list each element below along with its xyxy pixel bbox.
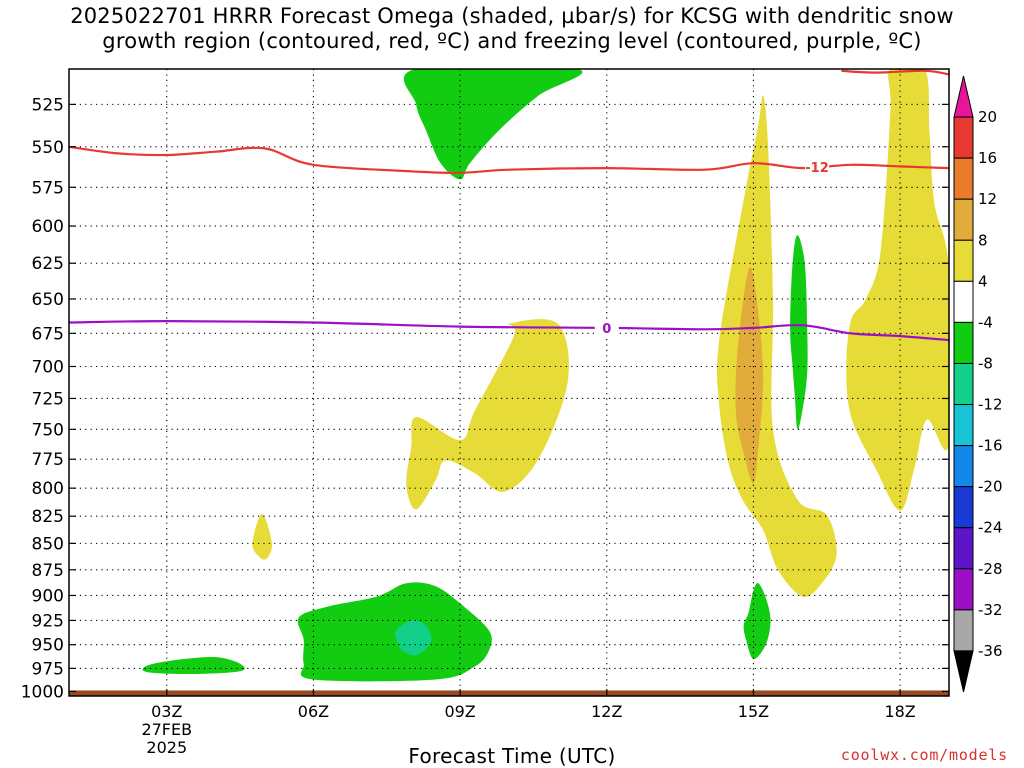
freezing-level-contour-label-bg xyxy=(594,319,619,336)
colorbar-segment-2 xyxy=(953,157,974,200)
colorbar-label--16: -16 xyxy=(978,437,1003,455)
dgz-contour-label-bg xyxy=(805,159,829,176)
ytick-label-650: 650 xyxy=(32,290,64,310)
ytick-label-675: 675 xyxy=(32,324,64,344)
colorbar-label--20: -20 xyxy=(978,478,1003,496)
contour-lines: -12 0 xyxy=(69,69,949,342)
ytick-label-600: 600 xyxy=(32,217,64,237)
colorbar-label--28: -28 xyxy=(978,560,1003,578)
ytick-label-525: 525 xyxy=(32,95,64,115)
shade-neg-low-mid-green xyxy=(297,582,492,682)
xtick-label-15Z: 15Z xyxy=(738,702,769,721)
colorbar-label--24: -24 xyxy=(978,519,1003,537)
xtick-label-09Z: 09Z xyxy=(444,702,475,721)
date-line-1: 27FEB xyxy=(141,720,192,739)
ytick-label-975: 975 xyxy=(32,659,64,679)
colorbar-label--4: -4 xyxy=(978,313,993,331)
shade-pos-15z-tower xyxy=(716,95,837,597)
dgz-contour-label: -12 xyxy=(805,161,829,176)
xtick-label-06Z: 06Z xyxy=(298,702,329,721)
ytick-label-625: 625 xyxy=(32,254,64,274)
colorbar-label-16: 16 xyxy=(978,149,997,167)
ytick-label-575: 575 xyxy=(32,178,64,198)
ytick-label-800: 800 xyxy=(32,479,64,499)
date-line-2: 2025 xyxy=(146,738,187,757)
colorbar-segment-10 xyxy=(953,486,974,529)
watermark-text: coolwx.com/models xyxy=(840,746,1008,764)
shade-pos-15z-orange xyxy=(735,267,764,484)
shade-neg-low-left-green xyxy=(142,656,245,675)
colorbar-label-12: 12 xyxy=(978,190,997,208)
y-axis-ticks: 525 550 575 600 625 650 675 700 725 750 775 800 825 8… xyxy=(21,95,949,702)
freezing-level-contour xyxy=(69,319,949,342)
omega-shading xyxy=(142,69,949,682)
colorbar-label-4: 4 xyxy=(978,272,988,290)
colorbar-segment-6 xyxy=(953,321,974,364)
shade-neg-15z-green xyxy=(743,582,771,660)
ytick-label-700: 700 xyxy=(32,357,64,377)
colorbar-segment-7 xyxy=(953,362,974,406)
xtick-label-12Z: 12Z xyxy=(591,702,622,721)
colorbar-segment-13 xyxy=(953,609,974,652)
ytick-label-950: 950 xyxy=(32,636,64,656)
colorbar-label--12: -12 xyxy=(978,396,1003,414)
shade-pos-small-05z xyxy=(252,514,273,560)
dgz-contour-upper xyxy=(841,69,949,76)
shade-neg-low-mid-teal xyxy=(395,620,432,656)
plot-frame xyxy=(68,68,950,697)
ytick-label-825: 825 xyxy=(32,507,64,527)
colorbar-segment-12 xyxy=(953,568,974,611)
shade-pos-mid-09z xyxy=(406,319,569,510)
colorbar-label-20: 20 xyxy=(978,108,997,126)
colorbar-segment-3 xyxy=(953,198,974,241)
colorbar-top-triangle xyxy=(953,75,974,118)
x-axis-label: Forecast Time (UTC) xyxy=(408,744,616,768)
ytick-label-750: 750 xyxy=(32,420,64,440)
ytick-label-550: 550 xyxy=(32,138,64,158)
colorbar-segment-5 xyxy=(953,280,974,323)
colorbar-label--32: -32 xyxy=(978,601,1003,619)
colorbar-segment-8 xyxy=(953,404,974,447)
xtick-label-03Z: 03Z xyxy=(151,702,182,721)
colorbar-bottom-triangle xyxy=(953,650,974,693)
title-line-2: growth region (contoured, red, ºC) and f… xyxy=(102,29,922,53)
colorbar-segment-11 xyxy=(953,527,974,570)
shade-neg-upper-green xyxy=(403,69,583,180)
ytick-label-900: 900 xyxy=(32,586,64,606)
ytick-label-1000: 1000 xyxy=(21,682,64,702)
shade-neg-16z-green xyxy=(790,235,808,430)
colorbar-label-8: 8 xyxy=(978,231,988,249)
title-line-1: 2025022701 HRRR Forecast Omega (shaded, … xyxy=(70,4,954,28)
colorbar: 20 16 12 8 4 -4 -8 -12 -16 -20 -24 -28 -32 -36 xyxy=(953,75,1003,693)
ytick-label-925: 925 xyxy=(32,611,64,631)
colorbar-label--8: -8 xyxy=(978,354,993,372)
ytick-label-875: 875 xyxy=(32,561,64,581)
ytick-label-725: 725 xyxy=(32,389,64,409)
colorbar-label--36: -36 xyxy=(978,642,1003,660)
shade-pos-18z-right xyxy=(846,69,949,511)
freezing-level-contour-label: 0 xyxy=(602,322,611,337)
ground-surface xyxy=(69,690,949,696)
ytick-label-850: 850 xyxy=(32,534,64,554)
colorbar-segment-4 xyxy=(953,239,974,282)
colorbar-segment-9 xyxy=(953,445,974,488)
xtick-label-18Z: 18Z xyxy=(884,702,915,721)
chart-title: 2025022701 HRRR Forecast Omega (shaded, … xyxy=(0,4,1024,54)
ytick-label-775: 775 xyxy=(32,450,64,470)
colorbar-segment-1 xyxy=(953,116,974,159)
